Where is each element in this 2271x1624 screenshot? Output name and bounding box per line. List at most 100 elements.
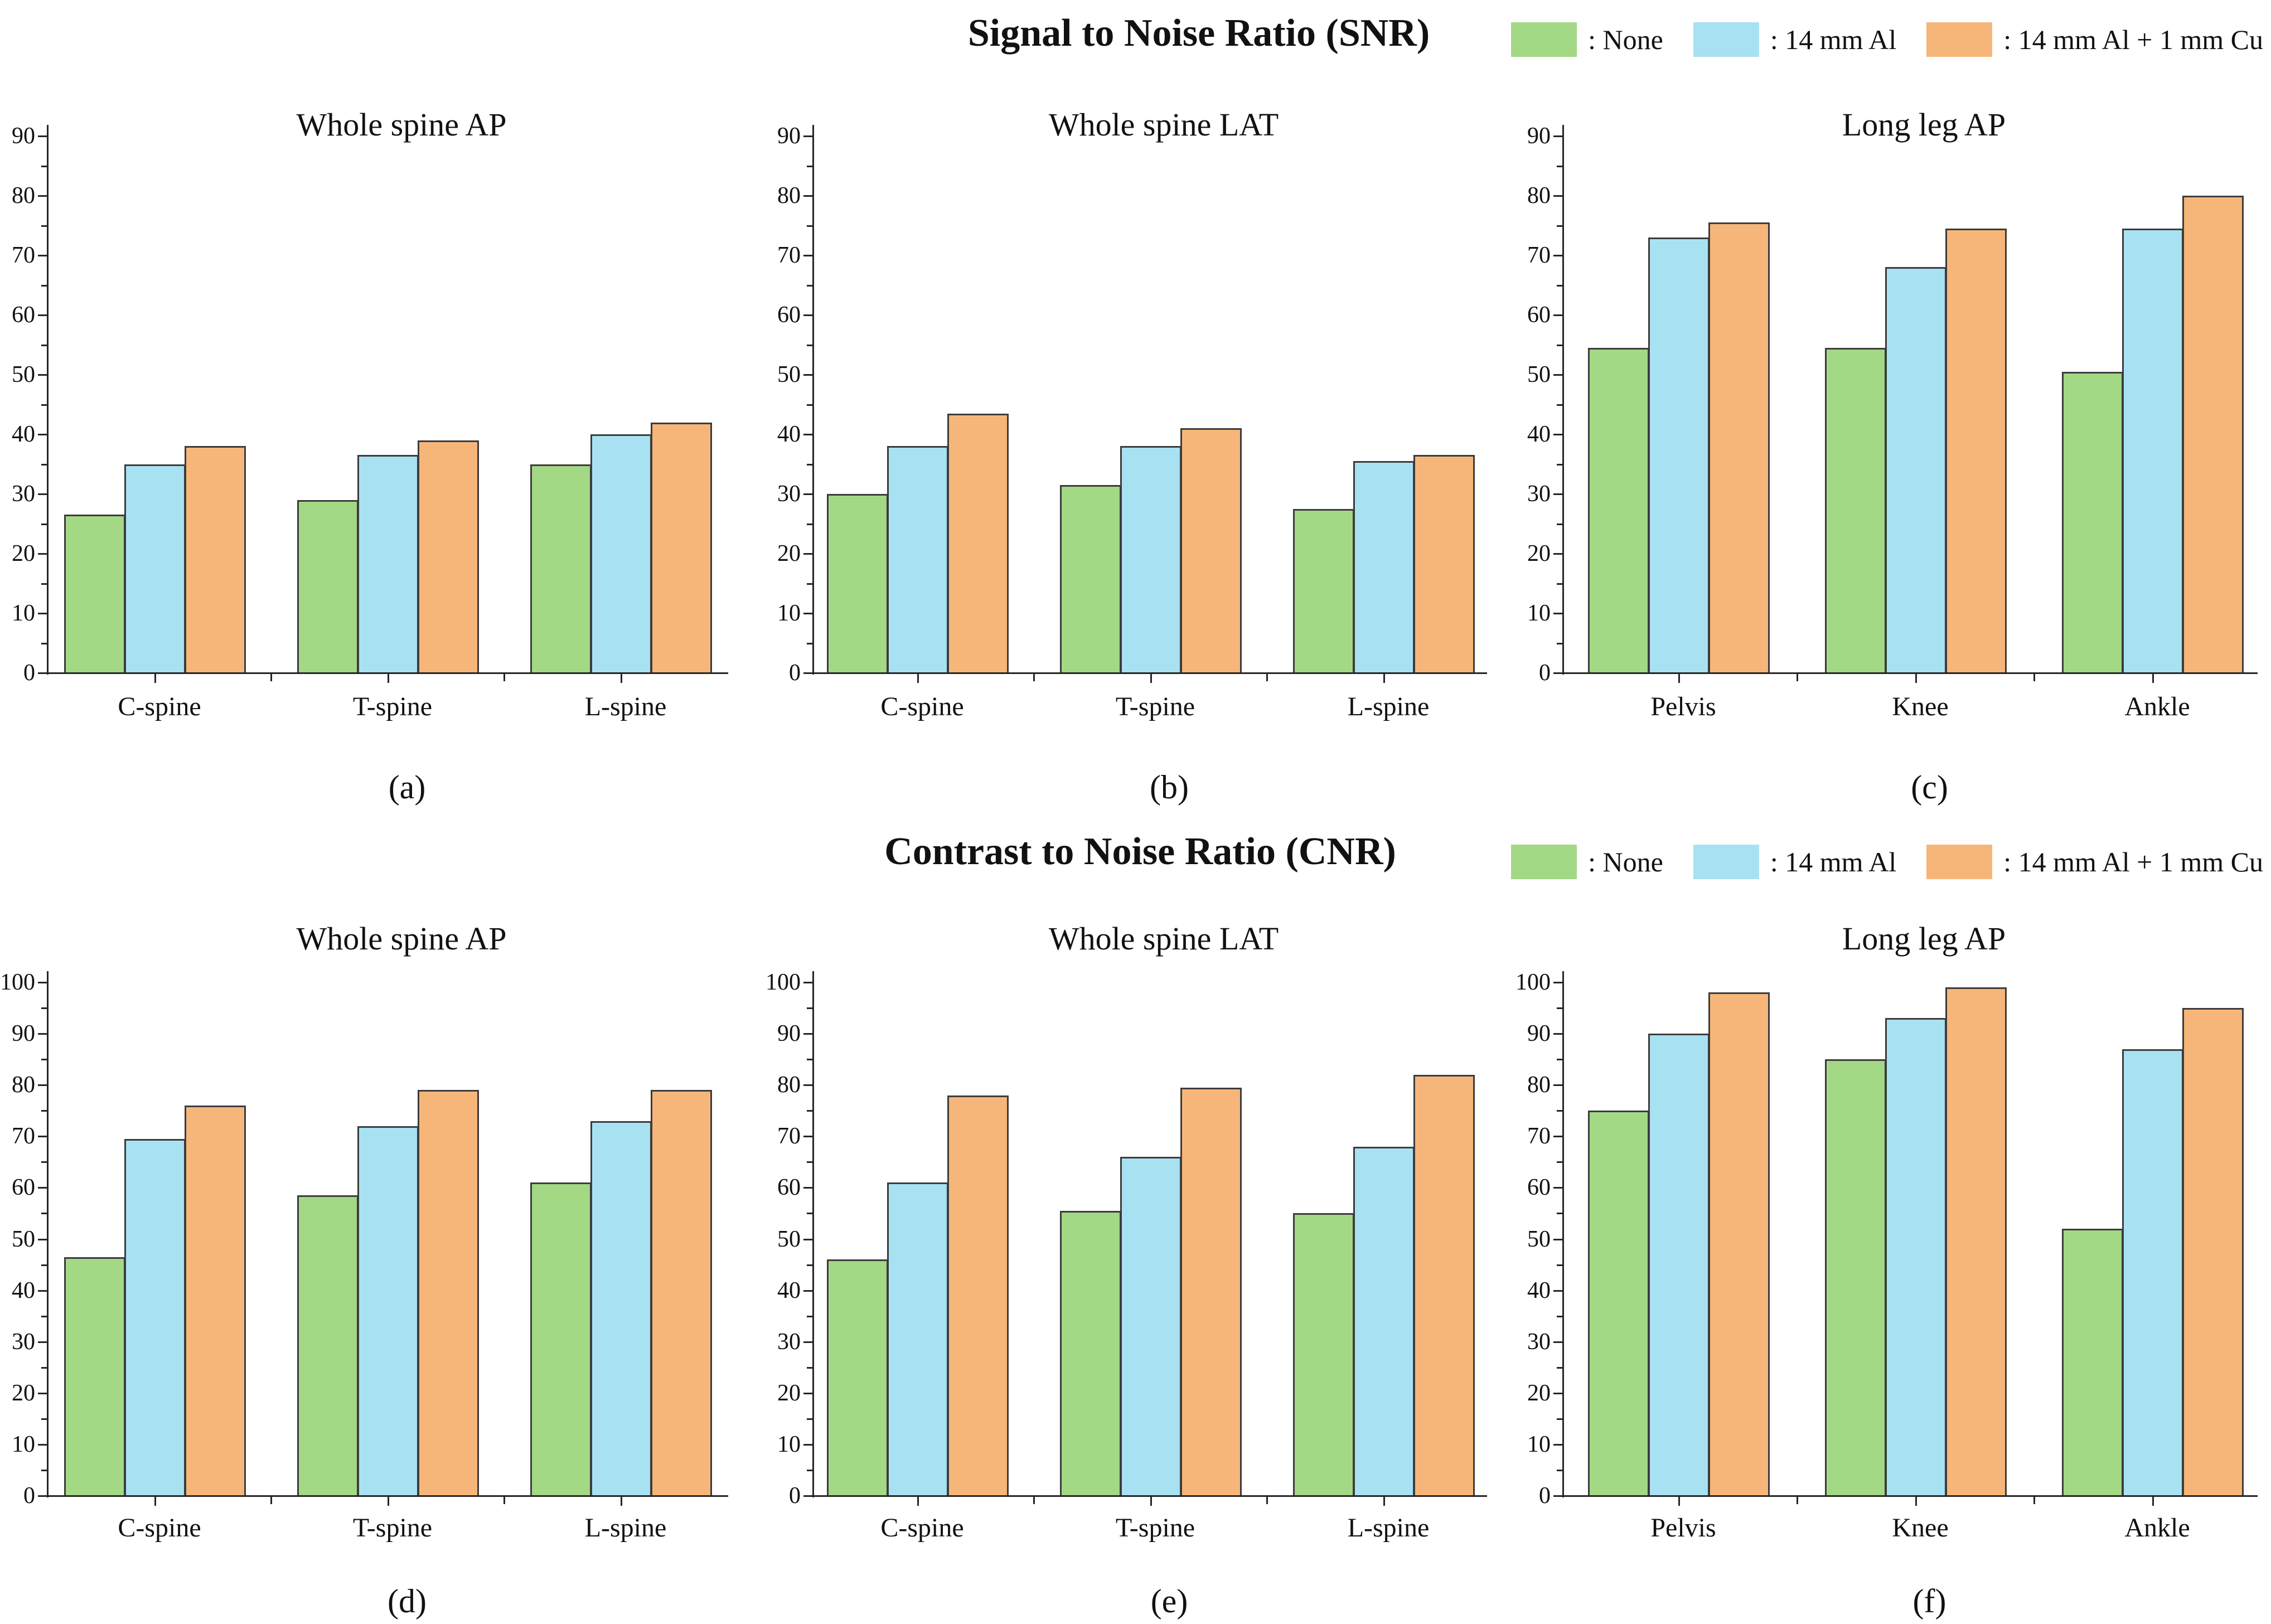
y-tick-f [1557,1110,1562,1112]
y-axis-d [47,971,49,1497]
bar-none-t-spine [1060,484,1121,674]
bar-14-mm-al-c-spine [887,446,948,674]
bar-14-mm-al-pelvis [1648,1034,1710,1497]
y-tick-f [1553,1443,1562,1446]
y-tick-b [807,642,812,644]
cnr-legend: : None : 14 mm Al : 14 mm Al + 1 mm Cu [1511,845,2263,879]
y-tick-label-c: 20 [1527,541,1551,566]
y-tick-label-d: 0 [23,1483,35,1509]
y-tick-e [803,1136,812,1138]
bar-14-mm-al-1-mm-cu-t-spine [1180,1087,1242,1497]
y-tick-c [1557,404,1562,406]
cnr-section-title: Contrast to Noise Ratio (CNR) [884,830,1396,873]
x-boundary-tick-b [1266,674,1268,681]
bar-none-knee [1825,347,1886,674]
y-tick-a [38,314,47,316]
y-tick-d [38,1238,47,1240]
x-boundary-tick-f [2033,1497,2035,1504]
snr-legend: : None : 14 mm Al : 14 mm Al + 1 mm Cu [1511,22,2263,57]
y-axis-a [47,125,49,675]
y-tick-f [1557,1469,1562,1471]
x-category-label-f: Ankle [2124,1513,2190,1543]
y-tick-a [41,463,47,466]
y-tick-label-f: 40 [1527,1277,1551,1303]
x-tick-f [1678,1497,1680,1506]
y-tick-label-d: 90 [12,1021,35,1047]
y-tick-f [1553,1033,1562,1035]
x-boundary-tick-f [1796,1497,1798,1504]
legend-label-al: : 14 mm Al [1770,24,1897,55]
bar-14-mm-al-1-mm-cu-c-spine [185,446,246,674]
y-tick-e [807,1110,812,1112]
bar-14-mm-al-1-mm-cu-pelvis [1708,222,1770,674]
y-tick-c [1557,344,1562,346]
bar-14-mm-al-l-spine [590,1121,652,1497]
bar-none-t-spine [1060,1210,1121,1497]
bar-14-mm-al-1-mm-cu-ankle [2182,1008,2244,1497]
x-category-label-b: L-spine [1347,692,1430,721]
bar-14-mm-al-knee [1885,1018,1946,1497]
bar-14-mm-al-1-mm-cu-knee [1945,228,2007,674]
y-tick-f [1553,1136,1562,1138]
x-category-label-d: C-spine [118,1513,201,1543]
x-tick-c [1915,674,1917,683]
y-tick-d [41,1366,47,1369]
y-tick-c [1553,195,1562,197]
y-tick-e [803,1341,812,1343]
y-tick-label-d: 80 [12,1072,35,1098]
y-tick-f [1553,1392,1562,1394]
x-category-label-c: Pelvis [1650,692,1716,721]
y-tick-f [1557,1213,1562,1215]
x-tick-e [1383,1497,1385,1506]
x-category-label-e: L-spine [1347,1513,1430,1543]
x-boundary-tick-a [270,674,272,681]
x-tick-a [154,674,156,683]
y-tick-f [1553,982,1562,983]
bar-none-l-spine [530,464,592,674]
y-tick-f [1553,1238,1562,1240]
y-tick-label-b: 50 [777,362,801,387]
legend-item-al: : 14 mm Al [1693,22,1896,57]
bar-none-c-spine [64,515,125,674]
x-tick-f [2152,1497,2154,1506]
y-tick-label-f: 60 [1527,1175,1551,1201]
y-tick-e [807,1469,812,1471]
legend-label-al-cu: : 14 mm Al + 1 mm Cu [2003,846,2263,878]
y-tick-label-f: 90 [1527,1021,1551,1047]
y-tick-label-c: 90 [1527,123,1551,149]
y-tick-e [807,1418,812,1420]
y-tick-label-f: 70 [1527,1123,1551,1150]
legend-swatch-none-icon [1511,22,1577,57]
x-category-label-e: C-spine [880,1513,964,1543]
y-tick-e [807,1315,812,1317]
y-tick-a [41,344,47,346]
y-tick-label-f: 0 [1539,1483,1551,1509]
y-tick-label-a: 30 [12,481,35,507]
chart-title-f: Long leg AP [1842,920,2006,957]
bar-14-mm-al-c-spine [124,464,186,674]
y-tick-e [803,1033,812,1035]
y-tick-label-e: 80 [777,1072,801,1098]
chart-title-e: Whole spine LAT [1048,920,1279,957]
legend-swatch-al-icon [1693,22,1759,57]
chart-caption-a: (a) [388,769,426,806]
y-tick-label-f: 50 [1527,1226,1551,1252]
x-boundary-tick-c [2033,674,2035,681]
y-tick-c [1553,374,1562,376]
y-tick-label-b: 0 [789,660,801,686]
y-tick-a [38,135,47,137]
y-tick-b [803,613,812,614]
y-tick-label-a: 70 [12,243,35,268]
y-tick-d [41,1418,47,1420]
y-tick-label-e: 50 [777,1226,801,1252]
y-tick-label-d: 40 [12,1277,35,1303]
chart-caption-e: (e) [1150,1583,1188,1620]
legend-swatch-none-icon [1511,845,1577,879]
y-tick-b [803,493,812,495]
snr-section-title: Signal to Noise Ratio (SNR) [967,12,1430,55]
bar-14-mm-al-c-spine [887,1182,948,1497]
bar-14-mm-al-ankle [2122,228,2183,674]
bar-14-mm-al-pelvis [1648,237,1710,674]
x-tick-a [388,674,389,683]
x-tick-e [1150,1497,1152,1506]
